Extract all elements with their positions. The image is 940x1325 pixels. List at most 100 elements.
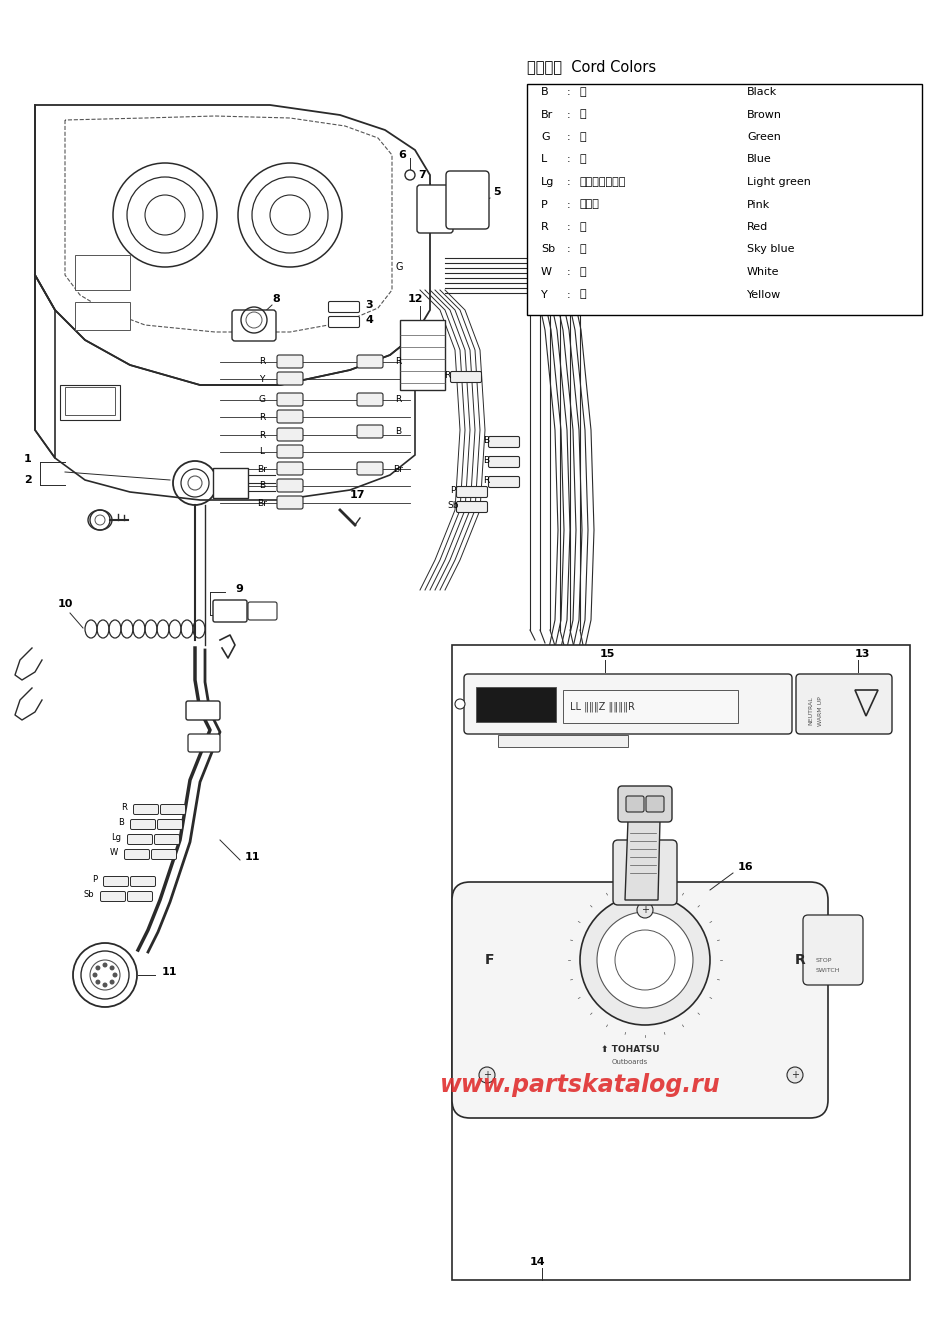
Text: 11: 11 <box>162 967 178 977</box>
Text: :: : <box>567 87 571 97</box>
Text: R: R <box>258 431 265 440</box>
Circle shape <box>580 894 710 1026</box>
Text: コード色  Cord Colors: コード色 Cord Colors <box>527 60 656 74</box>
Text: 12: 12 <box>408 294 424 303</box>
FancyBboxPatch shape <box>626 796 644 812</box>
FancyBboxPatch shape <box>452 882 828 1118</box>
Circle shape <box>96 979 101 984</box>
Text: www.partskatalog.ru: www.partskatalog.ru <box>440 1073 720 1097</box>
FancyBboxPatch shape <box>277 372 303 386</box>
Text: B: B <box>395 428 401 436</box>
Text: :: : <box>567 132 571 142</box>
Text: B: B <box>118 818 124 827</box>
Bar <box>60 386 120 420</box>
Text: L: L <box>259 448 264 457</box>
Text: +: + <box>641 905 649 916</box>
Text: L: L <box>541 155 547 164</box>
Text: G: G <box>395 262 402 272</box>
Text: Green: Green <box>747 132 781 142</box>
Text: :: : <box>567 245 571 254</box>
FancyBboxPatch shape <box>151 849 177 860</box>
Text: :: : <box>567 289 571 299</box>
Circle shape <box>405 170 415 180</box>
Text: SWITCH: SWITCH <box>816 967 840 973</box>
Circle shape <box>110 979 115 984</box>
Text: Red: Red <box>747 223 768 232</box>
Text: Sky blue: Sky blue <box>747 245 794 254</box>
Circle shape <box>455 700 465 709</box>
Circle shape <box>96 966 101 970</box>
Text: Lg: Lg <box>541 178 555 187</box>
Circle shape <box>102 983 107 987</box>
Text: Brown: Brown <box>747 110 782 119</box>
Text: White: White <box>747 268 779 277</box>
Bar <box>452 645 910 1280</box>
Text: 16: 16 <box>738 863 754 872</box>
Text: 8: 8 <box>272 294 280 303</box>
FancyBboxPatch shape <box>450 371 481 383</box>
FancyBboxPatch shape <box>101 892 126 901</box>
Text: +: + <box>791 1071 799 1080</box>
Circle shape <box>787 1067 803 1083</box>
Text: NEUTRAL: NEUTRAL <box>808 697 813 725</box>
FancyBboxPatch shape <box>131 819 155 829</box>
FancyBboxPatch shape <box>803 916 863 984</box>
FancyBboxPatch shape <box>357 394 383 405</box>
Text: R: R <box>258 358 265 367</box>
Text: B: B <box>541 87 549 97</box>
Text: ライトグリーン: ライトグリーン <box>579 178 625 187</box>
FancyBboxPatch shape <box>277 355 303 368</box>
Circle shape <box>637 902 653 918</box>
Text: 緑: 緑 <box>579 132 586 142</box>
Text: P: P <box>450 486 455 496</box>
FancyBboxPatch shape <box>277 496 303 509</box>
FancyBboxPatch shape <box>186 701 220 719</box>
FancyBboxPatch shape <box>277 409 303 423</box>
FancyBboxPatch shape <box>357 355 383 368</box>
Text: 13: 13 <box>855 649 870 659</box>
Circle shape <box>102 962 107 967</box>
Text: :: : <box>567 200 571 209</box>
FancyBboxPatch shape <box>417 186 453 233</box>
FancyBboxPatch shape <box>232 310 276 341</box>
Text: R: R <box>541 223 549 232</box>
FancyBboxPatch shape <box>248 602 277 620</box>
Text: P: P <box>92 874 97 884</box>
Text: 1: 1 <box>24 454 32 464</box>
Text: :: : <box>567 110 571 119</box>
Bar <box>563 690 738 723</box>
Text: 黄: 黄 <box>579 289 586 299</box>
Text: R: R <box>121 803 127 812</box>
Text: Br: Br <box>257 498 267 507</box>
Text: Pink: Pink <box>747 200 770 209</box>
Bar <box>75 254 130 290</box>
Text: R: R <box>444 371 450 380</box>
Circle shape <box>479 1067 495 1083</box>
Bar <box>498 735 628 747</box>
Text: W: W <box>110 848 118 857</box>
Text: Y: Y <box>259 375 265 383</box>
Text: Black: Black <box>747 87 777 97</box>
Text: Br: Br <box>393 465 403 473</box>
Text: R: R <box>483 476 489 485</box>
Text: Lg: Lg <box>111 833 121 841</box>
Text: Sb: Sb <box>541 245 556 254</box>
Text: ピンク: ピンク <box>579 200 599 209</box>
Bar <box>213 468 248 498</box>
FancyBboxPatch shape <box>446 171 489 229</box>
FancyBboxPatch shape <box>613 840 677 905</box>
Text: 空: 空 <box>579 245 586 254</box>
Text: 6: 6 <box>398 150 406 160</box>
FancyBboxPatch shape <box>464 674 792 734</box>
Text: Br: Br <box>257 465 267 473</box>
Text: 4: 4 <box>365 315 373 325</box>
Text: R: R <box>258 412 265 421</box>
FancyBboxPatch shape <box>646 796 664 812</box>
Text: 2: 2 <box>24 474 32 485</box>
Text: +: + <box>483 1071 491 1080</box>
FancyBboxPatch shape <box>128 892 152 901</box>
Bar <box>400 321 445 390</box>
FancyBboxPatch shape <box>796 674 892 734</box>
FancyBboxPatch shape <box>213 600 247 621</box>
Text: Y: Y <box>541 289 548 299</box>
